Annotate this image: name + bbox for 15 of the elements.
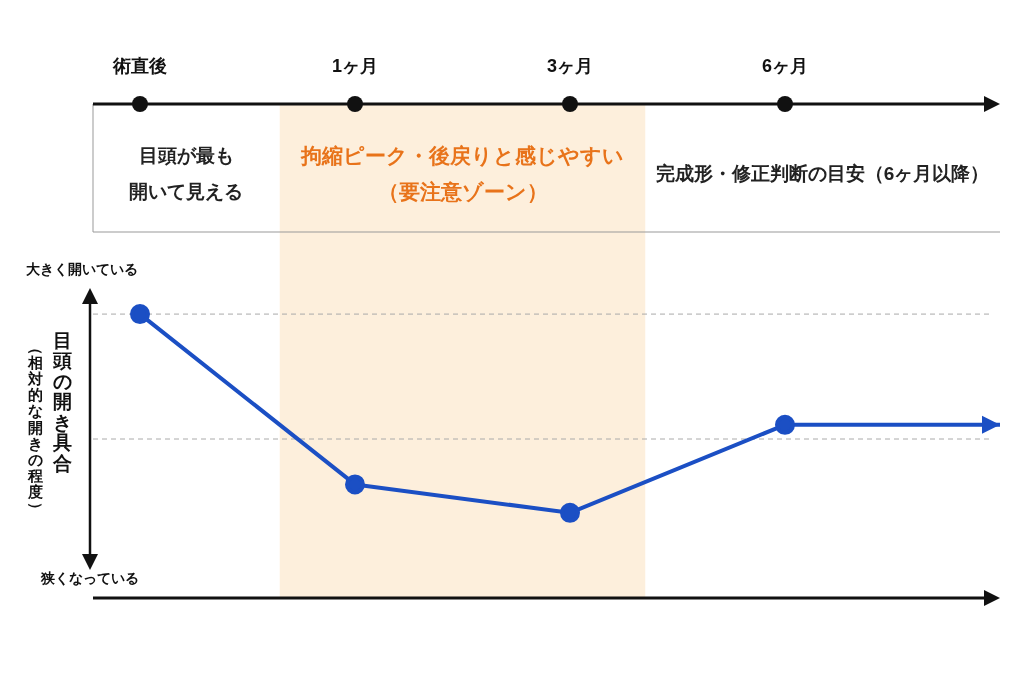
text: 完成形・修正判断の目安（6ヶ月以降）	[655, 163, 990, 185]
annotation: 狭くなっている	[40, 569, 139, 586]
x-tick-label: 3ヶ月	[546, 56, 594, 77]
point	[775, 414, 795, 435]
x-tick-label: 6ヶ月	[761, 56, 809, 77]
point	[345, 474, 365, 495]
point	[560, 502, 580, 523]
x-tick-label: 1ヶ月	[331, 56, 379, 77]
x-tick-label: 術直後	[112, 56, 167, 77]
text: （相対的な開きの程度）	[27, 340, 45, 517]
text: 大きく開いている	[26, 260, 138, 277]
band-label: 拘縮ピーク・後戻りと感じやすい（要注意ゾーン）	[300, 143, 624, 203]
y-axis-title: 目頭の開き具合	[51, 329, 72, 474]
point	[130, 304, 150, 325]
text: 目頭が最も開いて見える	[129, 145, 244, 203]
